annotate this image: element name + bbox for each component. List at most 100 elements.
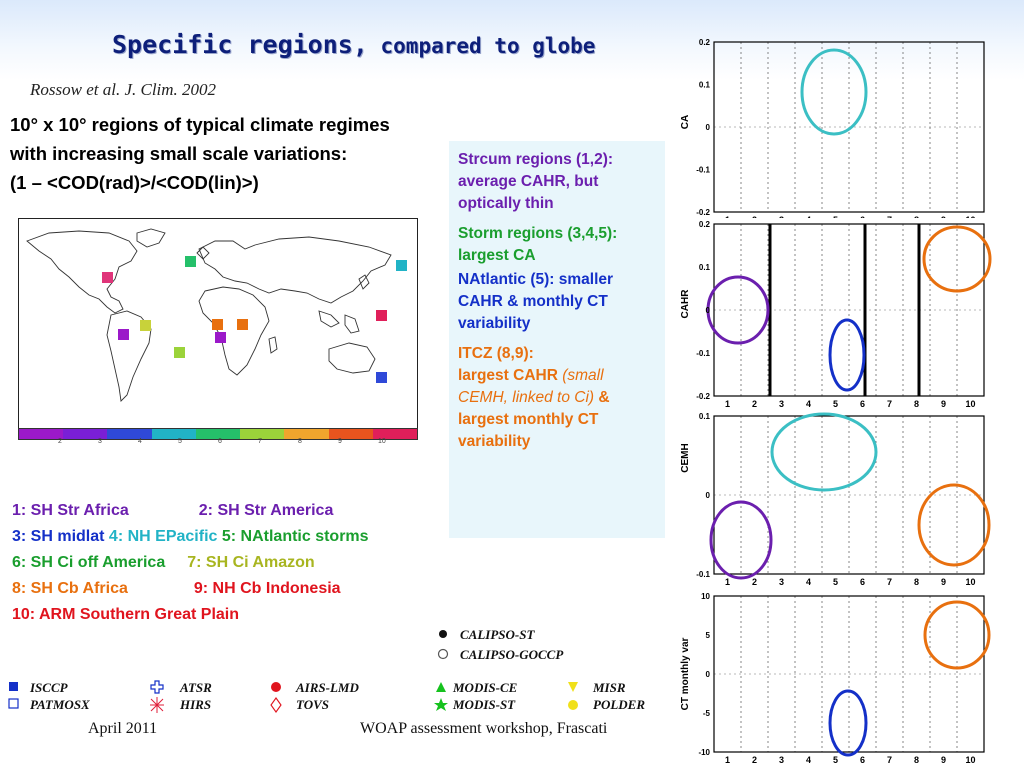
modis-st-symbol bbox=[434, 698, 448, 711]
polder-symbol bbox=[568, 700, 578, 710]
panel-xtick-label: 9 bbox=[941, 215, 946, 218]
panel-cemh: CEMH 1 2 3 4 5 6 7 8 9 10 0.1 0 -0.1 bbox=[674, 412, 1024, 590]
panel-cahr: CAHR 1 2 3 4 5 6 7 8 9 10 0.2 0.1 0 -0.1 -0.2 bbox=[674, 220, 1024, 410]
panel-xtick-label: 8 bbox=[914, 755, 919, 765]
itcz-line4: CEMH, linked to Ci) bbox=[458, 389, 595, 406]
tovs-label: TOVS bbox=[296, 697, 329, 712]
colorbar-segment bbox=[107, 429, 152, 439]
panel-ytick-label: -0.1 bbox=[696, 166, 710, 175]
colorbar-tick: 9 bbox=[338, 438, 342, 445]
panel-xtick-label: 10 bbox=[965, 755, 975, 765]
region-2-marker bbox=[118, 329, 129, 340]
panel-xtick-label: 7 bbox=[887, 215, 892, 218]
storm-line1: Storm regions (3,4,5): bbox=[458, 225, 618, 242]
panel-ytick-label: 0 bbox=[706, 123, 711, 132]
panel-xtick-label: 10 bbox=[965, 399, 975, 409]
misr-symbol bbox=[568, 682, 578, 692]
panel-cahr-svg: CAHR 1 2 3 4 5 6 7 8 9 10 0.2 0.1 0 -0.1 -0.2 bbox=[680, 220, 992, 409]
hirs-symbol bbox=[150, 697, 164, 713]
atsr-symbol bbox=[150, 680, 164, 694]
panel-xtick-label: 8 bbox=[914, 399, 919, 409]
colorbar-segment bbox=[240, 429, 285, 439]
cemh-strcum-circle bbox=[709, 500, 773, 580]
natl-line1: NAtlantic (5): smaller bbox=[458, 271, 614, 288]
panel-xtick-label: 2 bbox=[752, 399, 757, 409]
panel-ca-svg: CA 1 2 3 4 5 6 7 8 9 10 0.2 0.1 0 -0.1 -0.2 bbox=[680, 38, 985, 225]
panel-ytick-label: -0.2 bbox=[696, 208, 710, 217]
panel-ytick-label: -0.2 bbox=[696, 392, 710, 401]
calipso-st-label: CALIPSO-ST bbox=[460, 627, 535, 642]
region-7-label: 7: SH Ci Amazon bbox=[187, 554, 315, 571]
footer-date: April 2011 bbox=[88, 720, 158, 737]
region-8-label: 8: SH Cb Africa bbox=[12, 580, 128, 597]
calipso-goccp-label: CALIPSO-GOCCP bbox=[460, 647, 564, 662]
tovs-symbol bbox=[270, 697, 282, 713]
panel-ctvar-ylabel: CT monthly var bbox=[680, 638, 691, 711]
misr-label: MISR bbox=[593, 680, 626, 695]
panel-xtick-label: 9 bbox=[941, 399, 946, 409]
panel-xtick-label: 10 bbox=[965, 215, 975, 218]
panel-xtick-label: 10 bbox=[965, 577, 975, 587]
colorbar-tick: 5 bbox=[178, 438, 182, 445]
region-3-marker bbox=[376, 372, 387, 383]
strcum-line3: optically thin bbox=[458, 195, 554, 212]
panel-xtick-label: 7 bbox=[887, 755, 892, 765]
intro-line2: with increasing small scale variations: bbox=[10, 143, 348, 164]
legend-symbols bbox=[8, 630, 578, 713]
panel-ytick-label: 0.1 bbox=[699, 263, 711, 272]
panel-xtick-label: 6 bbox=[860, 215, 865, 218]
strcum-line1: Strcum regions (1,2): bbox=[458, 151, 614, 168]
region-5-label: 5: NAtlantic storms bbox=[221, 528, 369, 545]
region-5-marker bbox=[185, 256, 196, 267]
region-list: 1: SH Str Africa 2: SH Str America 3: SH … bbox=[12, 498, 369, 628]
colorbar-segment bbox=[63, 429, 108, 439]
panel-xtick-label: 3 bbox=[779, 215, 784, 218]
panel-xtick-label: 9 bbox=[941, 577, 946, 587]
panel-xtick-label: 2 bbox=[752, 215, 757, 218]
panel-xtick-label: 1 bbox=[725, 577, 730, 587]
strcum-line2: average CAHR, but bbox=[458, 173, 599, 190]
panel-cahr-frame bbox=[713, 223, 985, 397]
region-6-marker bbox=[174, 347, 185, 358]
citation: Rossow et al. J. Clim. 2002 bbox=[30, 80, 217, 99]
title-part2: compared to globe bbox=[367, 34, 596, 58]
colorbar-segment bbox=[284, 429, 329, 439]
panel-xtick-label: 3 bbox=[779, 755, 784, 765]
panel-xtick-label: 6 bbox=[860, 755, 865, 765]
panel-xtick-label: 3 bbox=[779, 577, 784, 587]
panel-xtick-label: 2 bbox=[752, 755, 757, 765]
patmosx-label: PATMOSX bbox=[30, 697, 90, 712]
panel-xtick-label: 2 bbox=[752, 577, 757, 587]
cahr-natl-circle bbox=[828, 318, 866, 392]
itcz-line7: variability bbox=[458, 433, 531, 450]
region-10-label: 10: ARM Southern Great Plain bbox=[12, 606, 239, 623]
panel-xtick-label: 5 bbox=[833, 215, 838, 218]
modis-ce-label: MODIS-CE bbox=[453, 680, 518, 695]
calipso-st-symbol bbox=[439, 630, 447, 638]
colorbar-tick: 10 bbox=[378, 438, 386, 445]
colorbar-tick: 2 bbox=[58, 438, 62, 445]
panel-cemh-ylabel: CEMH bbox=[680, 443, 691, 472]
title-part1: Specific regions, bbox=[112, 30, 368, 59]
panel-ytick-label: 0 bbox=[706, 491, 711, 500]
panel-xtick-label: 5 bbox=[833, 577, 838, 587]
region-7-marker bbox=[140, 320, 151, 331]
itcz-line1: ITCZ (8,9): bbox=[458, 345, 534, 362]
airs-lmd-label: AIRS-LMD bbox=[296, 680, 359, 695]
colorbar-tick: 8 bbox=[298, 438, 302, 445]
intro-text: 10° x 10° regions of typical climate reg… bbox=[10, 110, 450, 197]
cahr-itcz-circle bbox=[922, 225, 992, 293]
calipso-goccp-symbol bbox=[437, 648, 449, 660]
cemh-storm-circle bbox=[770, 412, 878, 492]
region-10-marker bbox=[102, 272, 113, 283]
colorbar-tick: 4 bbox=[138, 438, 142, 445]
map-colorbar bbox=[18, 428, 418, 440]
panel-xtick-label: 8 bbox=[914, 215, 919, 218]
world-map bbox=[18, 218, 418, 430]
colorbar-tick: 3 bbox=[98, 438, 102, 445]
panel-xtick-label: 3 bbox=[779, 399, 784, 409]
ctvar-natl-circle bbox=[828, 689, 868, 757]
polder-label: POLDER bbox=[593, 697, 645, 712]
intro-line1: 10° x 10° regions of typical climate reg… bbox=[10, 114, 390, 135]
atsr-label: ATSR bbox=[180, 680, 212, 695]
